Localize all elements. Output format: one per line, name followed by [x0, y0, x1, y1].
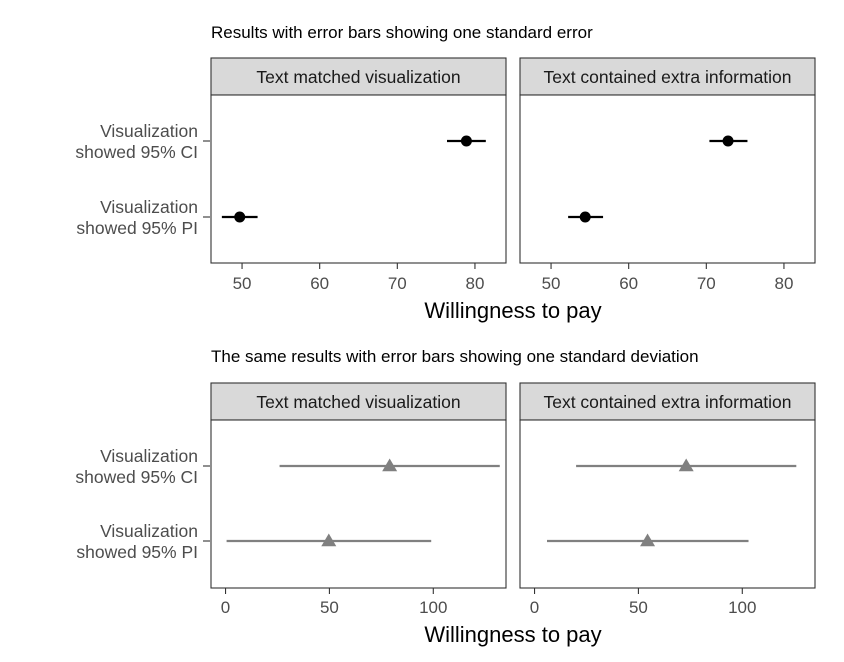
data-point [460, 135, 472, 147]
facet-strip-label: Text matched visualization [256, 67, 460, 87]
y-tick-label: Visualization showed 95% PI [76, 197, 198, 238]
facet-strip-label: Text contained extra information [543, 67, 791, 87]
data-point [678, 458, 694, 472]
data-point [382, 458, 398, 472]
plot-panel [210, 94, 507, 264]
facet-panel: Text matched visualization 50 60 70 80 [210, 57, 507, 293]
plot-panel [210, 419, 507, 589]
plot-panel [519, 94, 816, 264]
y-tick-label: Visualization showed 95% PI [76, 521, 198, 562]
chart-title: Results with error bars showing one stan… [211, 23, 593, 42]
plot-panel [519, 419, 816, 589]
facet-panel: Text matched visualization 0 50 100 [210, 382, 507, 617]
facet-panel: Text contained extra information 50 60 70 80 [519, 57, 816, 293]
x-tick-label: 80 [465, 274, 484, 293]
x-tick-label: 70 [697, 274, 716, 293]
y-tick-label: Visualization showed 95% CI [75, 121, 198, 162]
data-point [234, 211, 246, 223]
x-tick-label: 60 [619, 274, 638, 293]
x-tick-label: 70 [388, 274, 407, 293]
x-tick-label: 0 [530, 598, 539, 617]
facet-strip-label: Text matched visualization [256, 392, 460, 412]
y-tick-label: Visualization showed 95% CI [75, 446, 198, 487]
x-tick-label: 80 [774, 274, 793, 293]
chart-title: The same results with error bars showing… [211, 347, 699, 366]
x-axis-label: Willingness to pay [424, 622, 601, 647]
x-tick-label: 50 [629, 598, 648, 617]
x-tick-label: 100 [419, 598, 447, 617]
facet-strip-label: Text contained extra information [543, 392, 791, 412]
x-axis-label: Willingness to pay [424, 298, 601, 323]
facet-strip [519, 382, 816, 421]
facet-strip [210, 57, 507, 96]
data-point [579, 211, 591, 223]
data-point [722, 135, 734, 147]
x-tick-label: 50 [233, 274, 252, 293]
data-point [321, 533, 337, 547]
x-tick-label: 50 [542, 274, 561, 293]
x-tick-label: 100 [728, 598, 756, 617]
x-tick-label: 0 [221, 598, 230, 617]
chart-2: The same results with error bars showing… [75, 347, 816, 647]
facet-panel: Text contained extra information 0 50 100 [519, 382, 816, 617]
x-tick-label: 60 [310, 274, 329, 293]
chart-1: Results with error bars showing one stan… [75, 23, 816, 323]
data-point [640, 533, 656, 547]
x-tick-label: 50 [320, 598, 339, 617]
